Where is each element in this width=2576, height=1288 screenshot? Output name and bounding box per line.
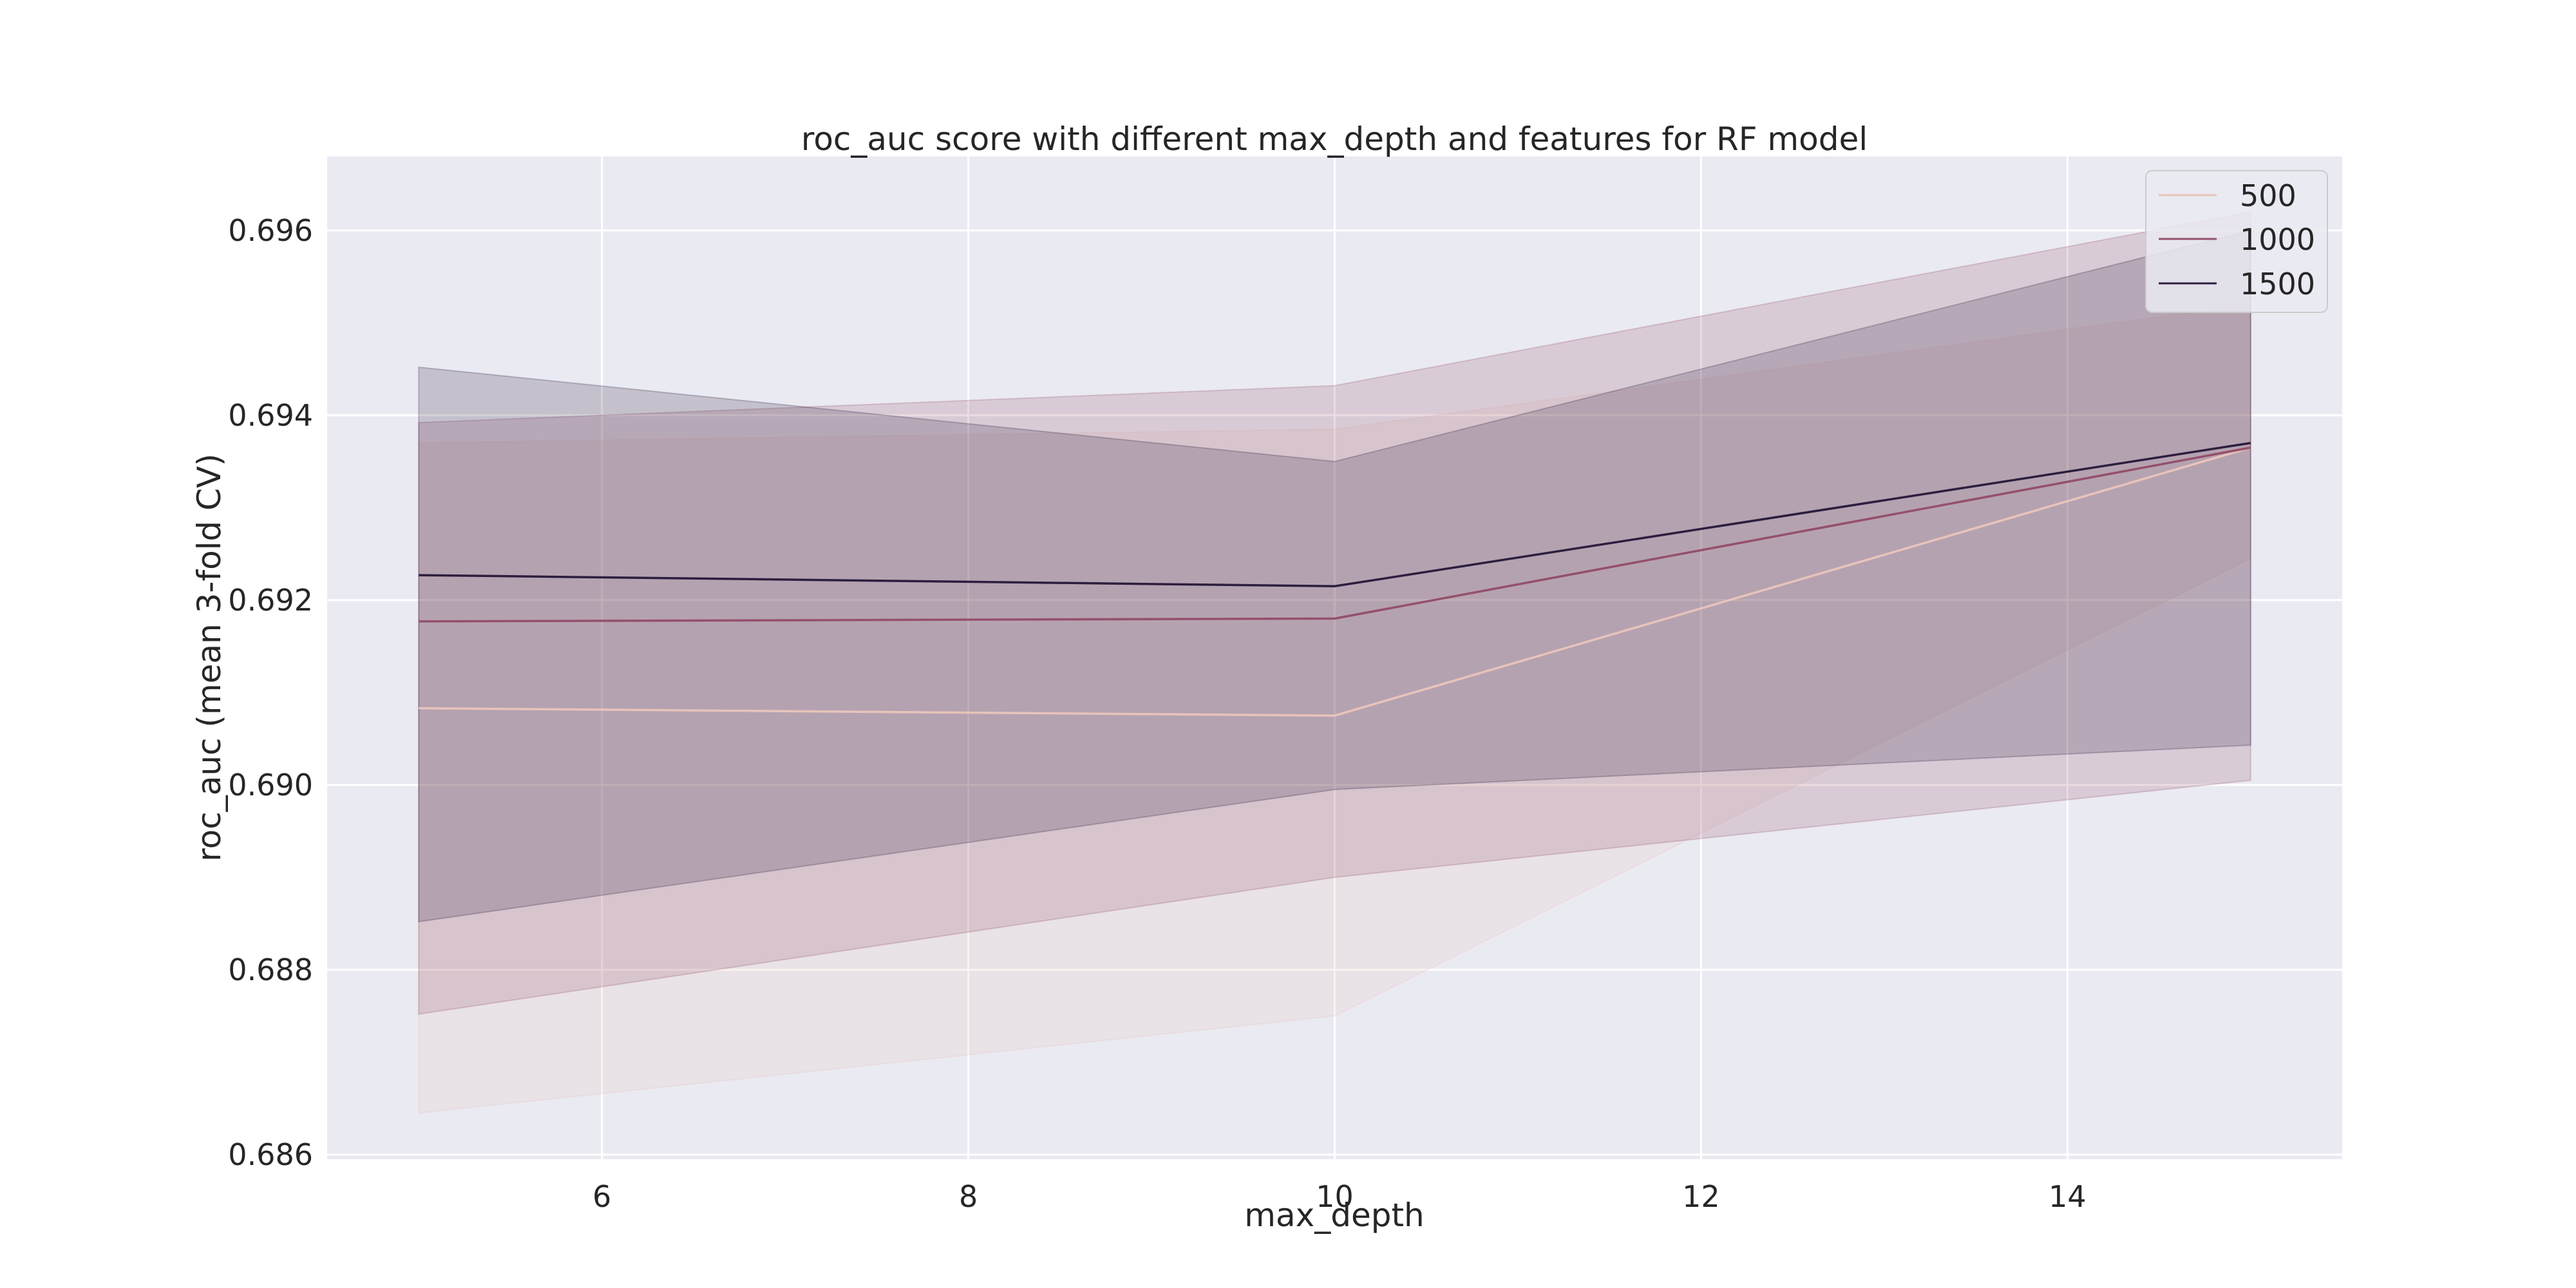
y-tick-label: 0.692 — [228, 583, 313, 618]
x-tick-label: 14 — [2049, 1179, 2087, 1214]
y-tick-labels: 0.686 0.688 0.690 0.692 0.694 0.696 — [228, 213, 313, 1172]
x-tick-label: 12 — [1682, 1179, 1720, 1214]
legend-label-1500: 1500 — [2240, 267, 2315, 301]
legend-label-500: 500 — [2240, 178, 2297, 213]
y-axis-title: roc_auc (mean 3-fold CV) — [191, 453, 228, 862]
legend: 500 1000 1500 — [2145, 170, 2328, 313]
x-axis-title: max_depth — [1244, 1197, 1424, 1234]
line-series-500 — [419, 446, 2251, 717]
x-tick-label: 10 — [1316, 1179, 1354, 1214]
confidence-bands — [418, 211, 2251, 1114]
legend-box — [2145, 170, 2328, 313]
band-series-1500 — [418, 229, 2251, 923]
line-series-1000 — [419, 446, 2251, 623]
legend-label-1000: 1000 — [2240, 222, 2315, 257]
y-tick-label: 0.696 — [228, 213, 313, 248]
x-tick-label: 8 — [959, 1179, 978, 1214]
series-lines — [419, 442, 2251, 717]
line-series-1500 — [419, 442, 2251, 588]
y-tick-label: 0.686 — [228, 1137, 313, 1172]
y-tick-label: 0.694 — [228, 398, 313, 433]
band-series-1000 — [418, 211, 2251, 1015]
chart-title: roc_auc score with different max_depth a… — [801, 120, 1868, 158]
y-tick-label: 0.690 — [228, 768, 313, 802]
x-tick-labels: 6 8 10 12 14 — [592, 1179, 2087, 1214]
band-series-500 — [418, 303, 2251, 1114]
y-tick-label: 0.688 — [228, 952, 313, 987]
x-tick-label: 6 — [592, 1179, 611, 1214]
grid-lines — [327, 156, 2342, 1159]
